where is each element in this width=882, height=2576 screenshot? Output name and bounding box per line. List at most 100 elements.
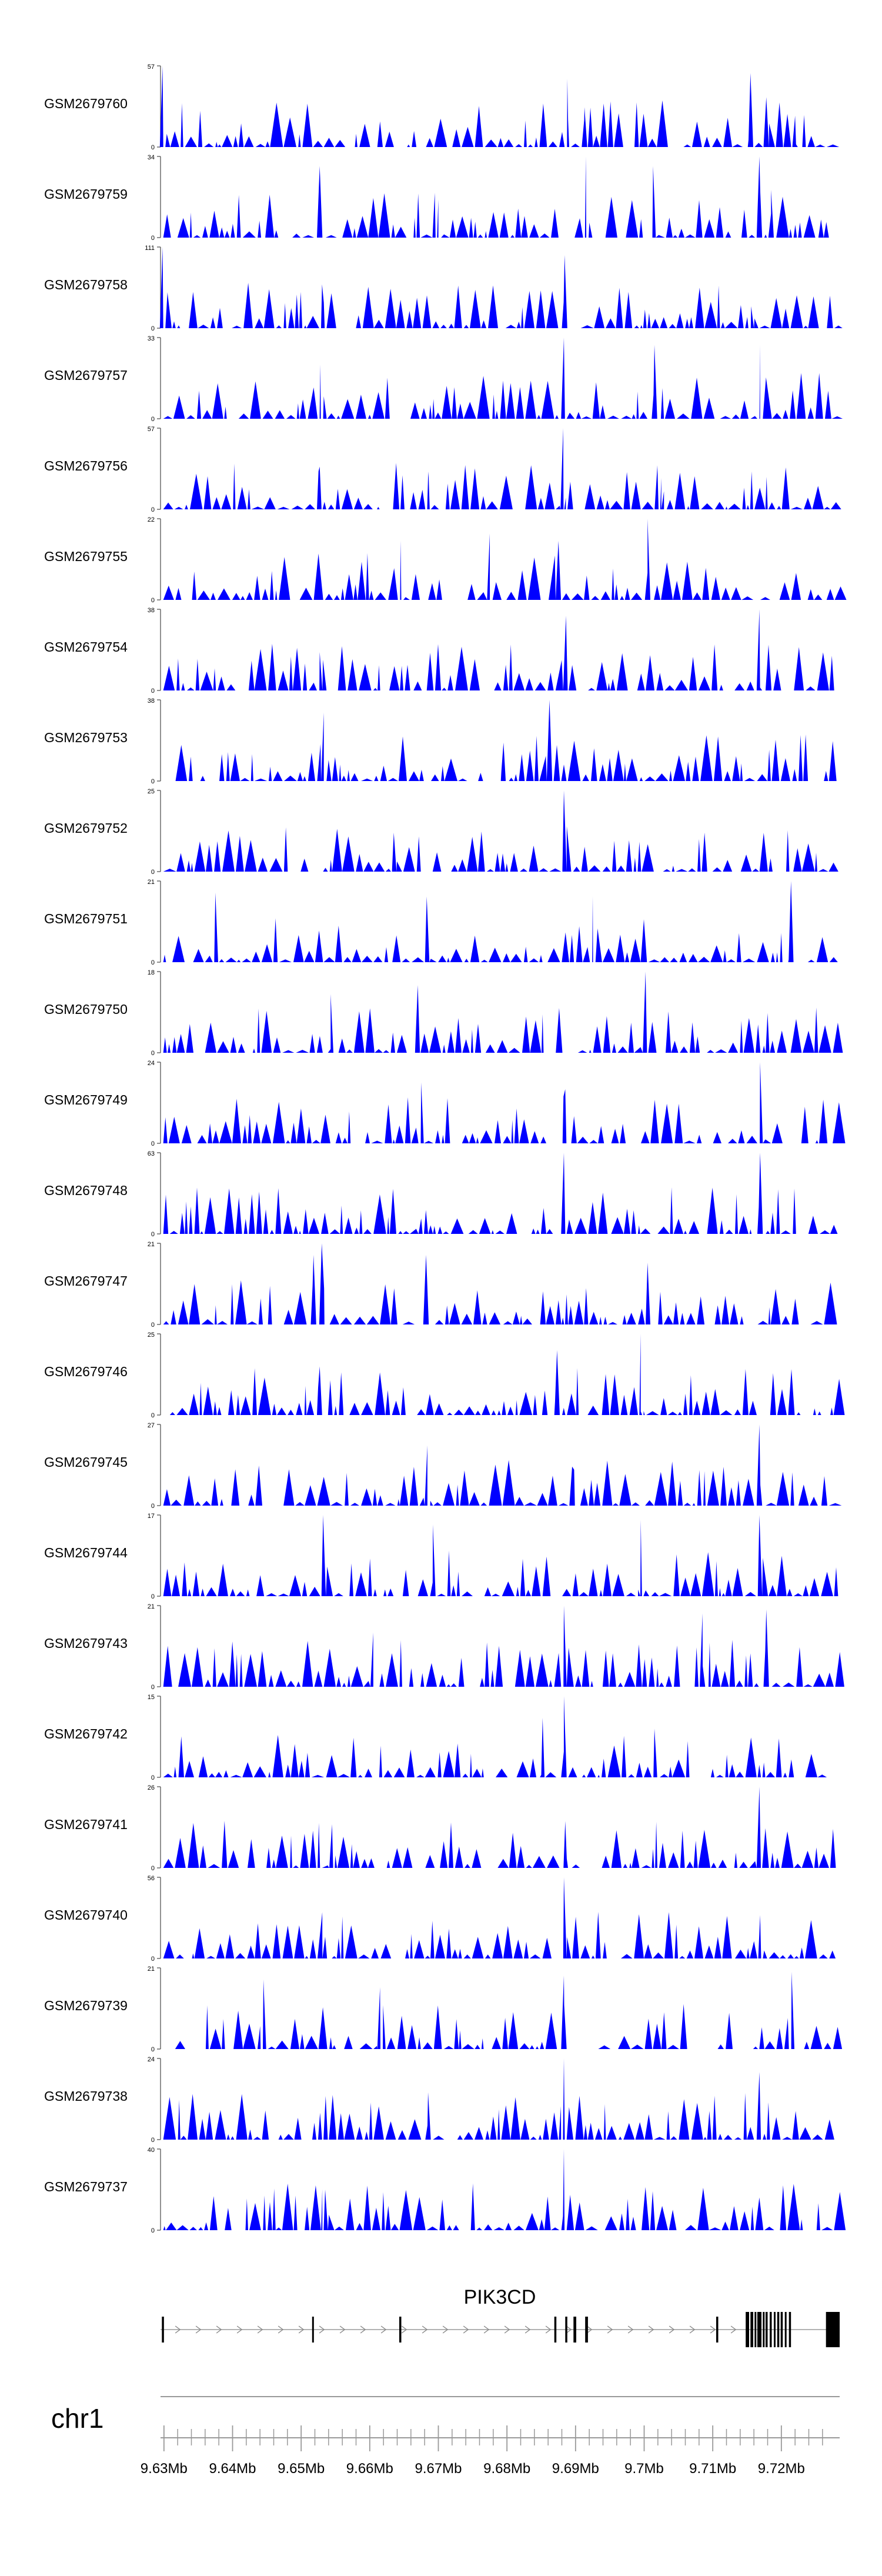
y-max-label: 18: [148, 969, 155, 976]
track-GSM2679742: GSM2679742 15 0: [44, 1694, 840, 1781]
strand-arrow: [422, 2325, 428, 2334]
y-min-label: 0: [151, 1322, 155, 1329]
strand-arrow: [524, 2325, 531, 2334]
coverage-area: [161, 881, 840, 962]
coverage-area: [161, 790, 840, 872]
y-max-label: 27: [148, 1422, 155, 1429]
track-GSM2679746: GSM2679746 25 0: [44, 1332, 845, 1419]
track-GSM2679748: GSM2679748 63 0: [44, 1150, 840, 1238]
track-GSM2679744: GSM2679744 17 0: [44, 1513, 840, 1600]
strand-arrow: [545, 2325, 552, 2334]
exon: [399, 2317, 402, 2343]
y-max-label: 56: [148, 1875, 155, 1882]
coverage-area: [161, 156, 840, 238]
strand-arrow: [339, 2325, 346, 2334]
track-GSM2679740: GSM2679740 56 0: [44, 1875, 840, 1963]
track-label: GSM2679755: [44, 549, 128, 564]
tick-label: 9.72Mb: [758, 2461, 805, 2477]
strand-arrow: [175, 2325, 181, 2334]
track-label: GSM2679737: [44, 2179, 128, 2194]
y-min-label: 0: [151, 1050, 155, 1057]
gene-annotation-track: PIK3CD: [161, 2286, 840, 2347]
coverage-area: [161, 338, 843, 419]
exon: [312, 2317, 314, 2343]
exon: [162, 2317, 164, 2343]
track-GSM2679737: GSM2679737 40 0: [44, 2147, 846, 2234]
y-max-label: 40: [148, 2147, 155, 2154]
coverage-area: [161, 1243, 840, 1324]
y-max-label: 33: [148, 335, 155, 342]
tick-label: 9.64Mb: [209, 2461, 256, 2477]
y-min-label: 0: [151, 778, 155, 785]
y-max-label: 38: [148, 607, 155, 614]
track-label: GSM2679758: [44, 277, 128, 292]
track-label: GSM2679745: [44, 1454, 128, 1470]
y-max-label: 25: [148, 1332, 155, 1339]
y-min-label: 0: [151, 1231, 155, 1238]
track-label: GSM2679739: [44, 1998, 128, 2013]
strand-arrow: [463, 2325, 469, 2334]
y-min-label: 0: [151, 1412, 155, 1419]
y-min-label: 0: [151, 959, 155, 966]
coverage-area: [161, 1606, 844, 1687]
track-GSM2679739: GSM2679739 21 0: [44, 1966, 843, 2053]
strand-arrow: [236, 2325, 243, 2334]
track-label: GSM2679746: [44, 1364, 128, 1379]
coverage-area: [161, 1424, 842, 1506]
exon: [770, 2312, 772, 2347]
y-max-label: 21: [148, 879, 155, 886]
exon: [780, 2312, 783, 2347]
coverage-area: [159, 247, 843, 328]
track-label: GSM2679756: [44, 458, 128, 473]
y-max-label: 25: [148, 788, 155, 795]
y-max-label: 21: [148, 1966, 155, 1973]
track-label: GSM2679747: [44, 1273, 128, 1289]
track-label: GSM2679759: [44, 186, 128, 202]
track-label: GSM2679742: [44, 1726, 128, 1741]
coverage-area: [161, 428, 841, 509]
coverage-area: [161, 609, 840, 690]
strand-arrow: [483, 2325, 490, 2334]
track-label: GSM2679753: [44, 730, 128, 745]
track-label: GSM2679744: [44, 1545, 128, 1560]
exon: [716, 2317, 719, 2343]
strand-arrow: [669, 2325, 675, 2334]
track-label: GSM2679750: [44, 1002, 128, 1017]
y-min-label: 0: [151, 1140, 155, 1147]
tick-label: 9.65Mb: [278, 2461, 325, 2477]
strand-arrow: [442, 2325, 449, 2334]
track-label: GSM2679752: [44, 820, 128, 836]
exon: [754, 2312, 757, 2347]
track-GSM2679754: GSM2679754 38 0: [44, 607, 840, 695]
exon: [763, 2312, 765, 2347]
y-min-label: 0: [151, 2137, 155, 2144]
strand-arrow: [380, 2325, 387, 2334]
y-min-label: 0: [151, 1956, 155, 1963]
track-label: GSM2679738: [44, 2088, 128, 2104]
coverage-area: [159, 66, 840, 147]
tick-label: 9.63Mb: [141, 2461, 188, 2477]
track-label: GSM2679751: [44, 911, 128, 926]
strand-arrow: [401, 2325, 407, 2334]
strand-arrow: [586, 2325, 593, 2334]
y-max-label: 34: [148, 154, 155, 161]
y-max-label: 57: [148, 64, 155, 71]
strand-arrow: [730, 2325, 737, 2334]
exon: [565, 2317, 567, 2343]
coverage-area: [161, 1971, 843, 2049]
strand-arrow: [607, 2325, 613, 2334]
y-min-label: 0: [151, 144, 155, 151]
tick-label: 9.69Mb: [552, 2461, 599, 2477]
track-label: GSM2679741: [44, 1817, 128, 1832]
strand-arrow: [504, 2325, 510, 2334]
exon: [746, 2312, 749, 2347]
y-max-label: 21: [148, 1603, 155, 1610]
strand-arrow: [216, 2325, 222, 2334]
coverage-area: [161, 1153, 840, 1234]
y-min-label: 0: [151, 1593, 155, 1600]
coverage-area: [161, 1877, 840, 1958]
y-min-label: 0: [151, 416, 155, 423]
strand-arrow: [257, 2325, 263, 2334]
y-min-label: 0: [151, 1684, 155, 1691]
